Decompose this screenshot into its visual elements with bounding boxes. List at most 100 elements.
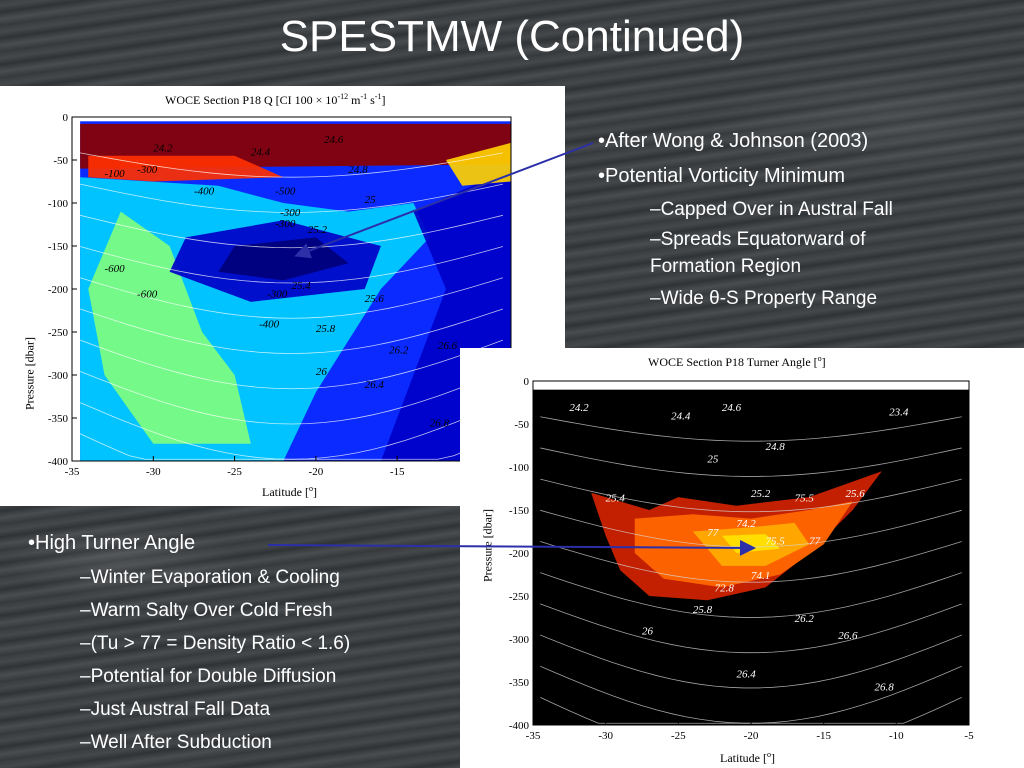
bullets-top: •After Wong & Johnson (2003) •Potential … (598, 124, 1018, 318)
contour-label: 23.4 (889, 406, 909, 418)
contour-label: 24.8 (766, 441, 786, 453)
contour-label: -600 (105, 263, 126, 275)
bullet-item: •After Wong & Johnson (2003) (598, 130, 869, 152)
isopycnal-contour (79, 433, 504, 460)
contour-label: 74.1 (751, 570, 770, 582)
sub-bullet-item: –Just Austral Fall Data (80, 699, 271, 720)
sub-bullet-item: –Winter Evaporation & Cooling (80, 567, 340, 588)
sub-bullet-item: –Well After Subduction (80, 732, 272, 753)
contour-label: 25.8 (316, 323, 336, 335)
contour-label: -300 (267, 289, 288, 301)
pv-y-axis-label: Pressure [dbar] (22, 337, 37, 410)
isopycnal-contour (540, 541, 962, 583)
contour-label: -400 (194, 185, 215, 197)
x-tick-label: -25 (227, 466, 242, 478)
contour-label: -300 (275, 218, 296, 230)
bullet-item: •Potential Vorticity Minimum (598, 165, 846, 187)
x-tick-label: -20 (309, 466, 324, 478)
sub-bullet-item: –Warm Salty Over Cold Fresh (80, 600, 333, 621)
contour-label: 25 (365, 194, 377, 206)
y-tick-label: -350 (48, 413, 69, 425)
turner-surface-strip (533, 381, 969, 390)
sub-bullet-item: –Potential for Double Diffusion (80, 666, 337, 687)
turner-x-axis-label: Latitude [o] (720, 750, 775, 765)
sub-bullet-item: –(Tu > 77 = Density Ratio < 1.6) (80, 633, 351, 654)
sub-bullet-item: –Wide θ-S Property Range (650, 288, 878, 309)
y-tick-label: 0 (524, 376, 530, 388)
contour-label: 75.5 (766, 535, 786, 547)
y-tick-label: -300 (509, 634, 530, 646)
y-tick-label: -100 (48, 198, 69, 210)
turner-plot-svg: 24.2 24.4 24.6 23.4 24.8 25 25.2 25.4 25.6 77 74.2… (509, 376, 974, 742)
x-tick-label: -15 (390, 466, 405, 478)
contour-label: 75.5 (795, 492, 815, 504)
contour-label: 26.4 (365, 379, 385, 391)
contour-label: -600 (137, 289, 158, 301)
slide-title: SPESTMW (Continued) (279, 12, 745, 61)
y-tick-label: -200 (509, 548, 530, 560)
contour-label: 24.2 (153, 142, 173, 154)
y-tick-label: -150 (509, 505, 530, 517)
isopycnal-contour (540, 634, 962, 689)
contour-label: 25.8 (693, 604, 713, 616)
contour-label: -100 (105, 168, 126, 180)
contour-label: 77 (707, 527, 719, 539)
pv-green-region (88, 211, 251, 444)
y-tick-label: -50 (514, 419, 529, 431)
contour-label: 25.4 (292, 280, 312, 292)
isopycnal-contour (80, 246, 503, 284)
contour-label: 24.2 (569, 402, 589, 414)
x-tick-label: -25 (671, 730, 686, 742)
x-tick-label: -15 (816, 730, 831, 742)
turner-section-chart: WOCE Section P18 Turner Angle [o] 24.2 24… (460, 348, 1024, 768)
isopycnal-contour (540, 416, 962, 442)
contour-label: 24.6 (324, 134, 344, 146)
y-tick-label: -100 (509, 462, 530, 474)
contour-label: 26.2 (389, 345, 409, 357)
x-tick-label: -30 (598, 730, 613, 742)
y-tick-label: -250 (509, 591, 530, 603)
sub-bullet-item: –Spreads Equatorward of (650, 229, 866, 250)
isopycnal-contour (540, 572, 962, 618)
x-tick-label: -20 (744, 730, 759, 742)
contour-label: 74.2 (736, 518, 756, 530)
contour-label: 24.4 (251, 147, 271, 159)
contour-label: 24.6 (722, 402, 742, 414)
contour-label: 25.6 (365, 293, 385, 305)
y-tick-label: -200 (48, 284, 69, 296)
contour-label: -300 (280, 207, 301, 219)
isopycnal-contour (79, 339, 504, 390)
contour-label: 72.8 (715, 583, 735, 595)
sub-bullet-item: Formation Region (650, 256, 802, 277)
contour-label: 24.4 (671, 411, 691, 423)
contour-label: 25 (707, 454, 719, 466)
contour-label: 25.4 (606, 492, 626, 504)
turner-chart-title: WOCE Section P18 Turner Angle [o] (648, 354, 826, 369)
contour-label: -400 (259, 319, 280, 331)
contour-label: 25.2 (308, 224, 328, 236)
y-tick-label: -50 (53, 155, 68, 167)
y-tick-label: -400 (48, 456, 69, 468)
x-tick-label: -30 (146, 466, 161, 478)
x-tick-label: -35 (65, 466, 80, 478)
y-tick-label: -350 (509, 677, 530, 689)
contour-label: 26.8 (430, 418, 450, 430)
contour-label: 26 (316, 366, 328, 378)
contour-label: 26.6 (838, 630, 858, 642)
isopycnal-contour (540, 603, 962, 654)
contour-label: 24.8 (348, 164, 368, 176)
bullet-item: •High Turner Angle (28, 532, 196, 554)
y-tick-label: -300 (48, 370, 69, 382)
isopycnal-contour (540, 478, 962, 513)
contour-label: 77 (809, 535, 821, 547)
contour-label: 26.8 (875, 682, 895, 694)
y-tick-label: -250 (48, 327, 69, 339)
contour-label: 25.6 (845, 488, 865, 500)
pv-x-axis-label: Latitude [o] (262, 484, 317, 499)
sub-bullet-item: –Capped Over in Austral Fall (650, 199, 893, 220)
x-tick-label: -35 (526, 730, 541, 742)
turner-y-axis-label: Pressure [dbar] (480, 509, 495, 582)
isopycnal-contour (80, 308, 503, 354)
isopycnal-contour (79, 370, 504, 425)
y-tick-label: -400 (509, 720, 530, 732)
